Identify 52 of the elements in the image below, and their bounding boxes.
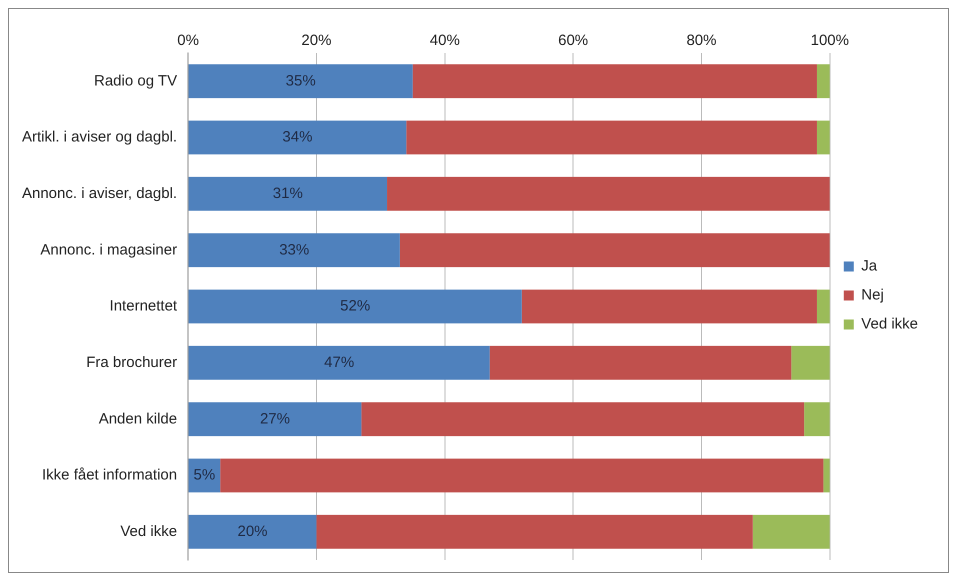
bar <box>823 458 830 492</box>
bar <box>816 64 830 98</box>
y-tick-label: Annonc. i magasiner <box>40 241 178 258</box>
x-tick-label: 60% <box>558 32 588 50</box>
bar <box>791 346 830 380</box>
bar <box>316 514 753 549</box>
x-tick-label: 0% <box>177 32 199 50</box>
bar <box>361 402 804 436</box>
bar <box>188 176 388 211</box>
y-tick-label: Fra brochurer <box>86 354 178 371</box>
x-tick-label: 40% <box>430 32 460 50</box>
bar <box>804 402 830 436</box>
x-tick-label: 100% <box>810 32 849 50</box>
data-label: 47% <box>324 354 354 371</box>
y-tick-label: Ved ikke <box>120 522 178 540</box>
y-tick-label: Artikl. i aviser og dagbl. <box>22 128 178 146</box>
bar <box>816 290 830 324</box>
legend-label: Nej <box>861 286 884 304</box>
y-tick-label: Anden kilde <box>98 410 178 428</box>
y-tick-label: Radio og TV <box>94 72 178 90</box>
bar <box>188 458 220 492</box>
bar <box>188 64 413 98</box>
bar <box>400 233 830 268</box>
x-tick-label: 80% <box>686 32 716 50</box>
bar <box>188 514 316 549</box>
bar <box>188 233 400 268</box>
data-label: 31% <box>272 184 303 202</box>
data-label: 52% <box>340 298 370 315</box>
bar <box>220 458 824 492</box>
bar <box>188 120 406 154</box>
bar <box>816 120 830 154</box>
data-label: 34% <box>282 128 312 146</box>
bar <box>188 346 490 380</box>
data-label: 33% <box>279 241 310 258</box>
bar <box>490 346 792 380</box>
bar <box>752 514 830 549</box>
bar <box>412 64 817 98</box>
data-label: 35% <box>286 72 316 90</box>
y-tick-label: Annonc. i aviser, dagbl. <box>22 184 178 202</box>
y-tick-label: Ikke fået information <box>42 466 178 484</box>
bar <box>406 120 817 154</box>
bar <box>522 290 817 324</box>
x-tick-label: 20% <box>301 32 332 50</box>
legend-label: Ved ikke <box>861 316 918 333</box>
bar <box>387 176 830 211</box>
bar <box>188 402 362 436</box>
data-label: 27% <box>260 410 290 428</box>
data-label: 20% <box>238 522 268 540</box>
bar <box>188 290 522 324</box>
data-label: 5% <box>194 466 216 484</box>
legend-label: Ja <box>861 258 878 275</box>
y-tick-label: Internettet <box>110 298 178 315</box>
